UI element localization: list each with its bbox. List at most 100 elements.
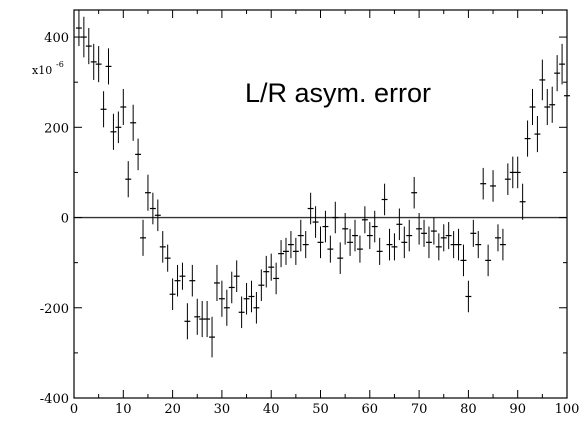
data-point <box>263 255 270 288</box>
data-point <box>337 242 344 274</box>
x-tick-label: 80 <box>460 402 477 417</box>
data-point <box>120 88 127 126</box>
data-point <box>204 301 211 338</box>
data-point <box>549 86 556 123</box>
data-point <box>386 228 393 261</box>
data-point <box>140 219 146 256</box>
data-point <box>238 296 245 329</box>
data-point <box>544 88 551 126</box>
data-point <box>514 156 521 189</box>
axis-ticks <box>73 10 568 399</box>
data-point <box>342 213 349 245</box>
data-point <box>327 235 334 263</box>
data-point <box>169 278 176 311</box>
data-point <box>194 298 201 335</box>
data-point <box>406 219 413 252</box>
data-point <box>524 120 531 157</box>
data-point <box>105 48 112 85</box>
data-point <box>115 111 122 144</box>
data-point <box>209 316 215 358</box>
data-point <box>504 163 511 195</box>
data-point <box>278 240 285 268</box>
data-point <box>376 237 383 265</box>
data-points <box>75 10 570 358</box>
data-point <box>352 219 358 252</box>
data-point <box>475 231 482 259</box>
plot-area: 0 10 20 30 40 50 60 70 80 90 100 -400 -200 0 200 400 <box>40 9 580 417</box>
data-point <box>95 46 102 83</box>
data-point <box>539 59 546 101</box>
data-point <box>411 176 418 209</box>
data-point <box>554 55 561 92</box>
data-point <box>268 253 275 281</box>
data-point <box>455 228 462 261</box>
data-point <box>312 206 319 238</box>
data-point <box>154 199 161 232</box>
data-point <box>317 226 324 259</box>
data-point <box>85 28 92 65</box>
data-point <box>307 192 314 225</box>
data-point <box>130 104 137 141</box>
x-tick-label: 100 <box>555 402 580 417</box>
y-scale-exponent: -6 <box>56 60 64 69</box>
data-point <box>149 192 156 225</box>
data-point <box>347 228 354 256</box>
y-scale-label: x10 <box>32 64 52 77</box>
data-point <box>135 138 142 171</box>
data-point <box>564 75 570 117</box>
data-point <box>499 228 506 261</box>
data-point <box>426 226 432 259</box>
data-point <box>125 161 132 198</box>
data-point <box>495 224 501 252</box>
data-point <box>490 170 497 202</box>
data-point <box>480 167 487 200</box>
data-point <box>302 231 309 259</box>
data-point <box>470 219 477 247</box>
data-point <box>189 264 196 297</box>
data-point <box>519 183 526 220</box>
x-tick-label: 40 <box>263 402 280 417</box>
data-point <box>440 224 447 252</box>
data-point <box>430 217 437 245</box>
data-point <box>174 264 181 297</box>
data-point <box>164 244 171 272</box>
data-point <box>534 116 541 153</box>
y-tick-label: -400 <box>40 392 69 407</box>
data-point <box>381 183 388 216</box>
data-point <box>223 289 230 326</box>
data-point <box>445 222 452 250</box>
data-point <box>322 210 329 243</box>
data-point <box>100 91 107 128</box>
x-tick-label: 30 <box>214 402 231 417</box>
data-point <box>366 222 373 250</box>
y-tick-label: 400 <box>44 31 69 46</box>
data-point <box>248 280 255 313</box>
data-point <box>421 219 427 247</box>
x-tick-label: 20 <box>164 402 181 417</box>
axis-tick-labels: 0 10 20 30 40 50 60 70 80 90 100 -400 -200 0 200 400 <box>40 31 580 417</box>
data-point <box>90 43 97 80</box>
data-point <box>465 280 472 313</box>
data-point <box>144 174 151 211</box>
data-point <box>258 269 265 301</box>
data-point <box>435 233 442 261</box>
x-tick-label: 10 <box>115 402 132 417</box>
data-point <box>391 233 398 261</box>
data-point <box>559 43 566 85</box>
data-point <box>243 282 250 315</box>
data-point <box>287 231 294 259</box>
data-point <box>485 244 492 277</box>
data-point <box>184 303 191 340</box>
data-point <box>371 210 378 243</box>
data-point <box>110 113 117 150</box>
chart-annotation: L/R asym. error <box>245 78 431 108</box>
x-tick-label: 50 <box>312 402 329 417</box>
data-point <box>218 280 225 317</box>
data-point <box>460 244 467 277</box>
data-point <box>75 10 82 47</box>
data-point <box>283 237 289 265</box>
y-tick-label: 200 <box>44 121 69 136</box>
data-point <box>159 231 166 263</box>
data-point <box>253 291 260 324</box>
